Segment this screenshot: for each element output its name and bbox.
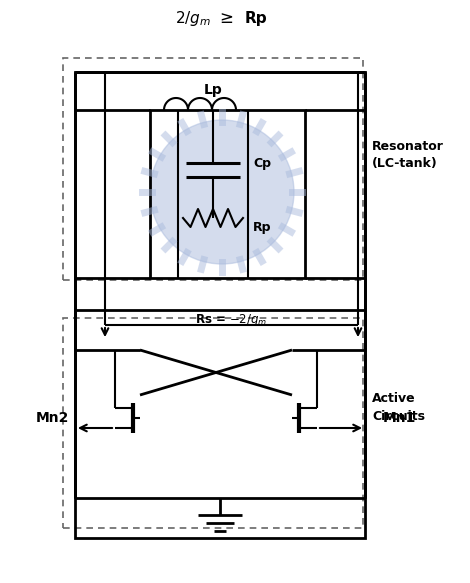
Bar <box>63 318 363 528</box>
Text: Resonator
(LC-tank): Resonator (LC-tank) <box>372 139 444 170</box>
Bar <box>63 58 363 280</box>
Text: Cp: Cp <box>253 156 271 170</box>
Text: Lp: Lp <box>204 83 222 97</box>
Text: Active
Circuits: Active Circuits <box>372 392 425 423</box>
Text: Rp: Rp <box>253 222 272 234</box>
Text: Rp: Rp <box>245 10 267 26</box>
Circle shape <box>150 120 294 264</box>
Text: Rs = $-2/g_m$: Rs = $-2/g_m$ <box>195 312 267 328</box>
Bar <box>75 72 365 538</box>
Text: Mn1: Mn1 <box>383 411 416 425</box>
Text: $\geq$: $\geq$ <box>216 9 234 27</box>
Text: $2/g_m$: $2/g_m$ <box>175 9 211 27</box>
Bar <box>150 110 305 278</box>
Text: Mn2: Mn2 <box>35 411 69 425</box>
